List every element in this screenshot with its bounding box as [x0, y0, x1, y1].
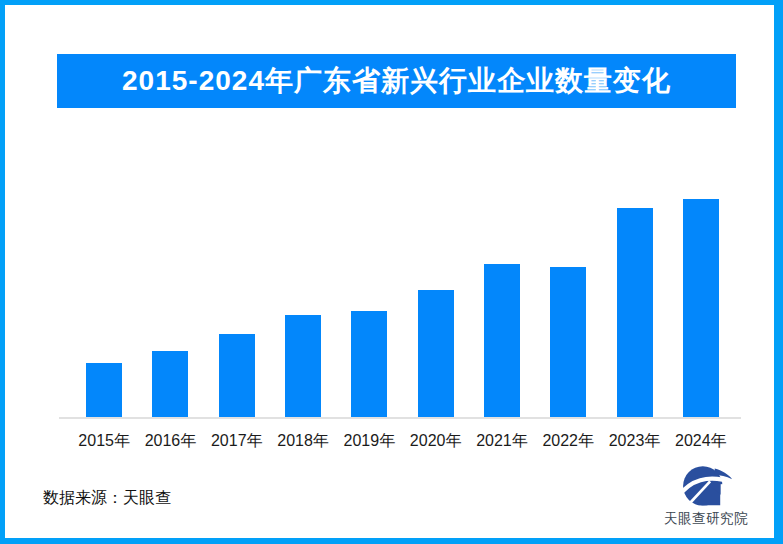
x-tick-label: 2020年 — [402, 431, 468, 452]
x-axis-tick-labels: 2015年2016年2017年2018年2019年2020年2021年2022年… — [71, 431, 734, 452]
bar-column — [469, 197, 535, 417]
bar-column — [668, 197, 734, 417]
bar-column — [402, 197, 468, 417]
bar-2021年 — [484, 264, 520, 417]
bar-2018年 — [285, 315, 321, 417]
brand-name: 天眼查研究院 — [664, 510, 748, 528]
bar-column — [204, 197, 270, 417]
bar-2016年 — [152, 351, 188, 417]
x-tick-label: 2019年 — [336, 431, 402, 452]
bar-column — [137, 197, 203, 417]
bar-2023年 — [617, 208, 653, 417]
bar-column — [535, 197, 601, 417]
bar-2022年 — [550, 267, 586, 417]
bar-column — [601, 197, 667, 417]
bar-chart-plot-area — [71, 197, 734, 417]
bar-column — [336, 197, 402, 417]
x-tick-label: 2023年 — [601, 431, 667, 452]
data-source-note: 数据来源：天眼查 — [43, 488, 171, 509]
bar-column — [71, 197, 137, 417]
bar-column — [270, 197, 336, 417]
x-tick-label: 2017年 — [204, 431, 270, 452]
bar-2020年 — [418, 290, 454, 417]
infographic-frame: 2015-2024年广东省新兴行业企业数量变化 2015年2016年2017年2… — [0, 0, 783, 544]
bar-2024年 — [683, 199, 719, 417]
bar-2019年 — [351, 311, 387, 417]
x-tick-label: 2024年 — [668, 431, 734, 452]
bar-2015年 — [86, 363, 122, 417]
x-tick-label: 2015年 — [71, 431, 137, 452]
tianyancha-swoosh-house-icon — [678, 464, 734, 508]
x-tick-label: 2022年 — [535, 431, 601, 452]
x-tick-label: 2016年 — [137, 431, 203, 452]
x-tick-label: 2018年 — [270, 431, 336, 452]
x-tick-label: 2021年 — [469, 431, 535, 452]
bar-2017年 — [219, 334, 255, 417]
title-banner: 2015-2024年广东省新兴行业企业数量变化 — [57, 54, 736, 108]
x-axis-line — [59, 417, 741, 419]
chart-title: 2015-2024年广东省新兴行业企业数量变化 — [122, 62, 671, 100]
brand-logo-block: 天眼查研究院 — [648, 464, 764, 528]
